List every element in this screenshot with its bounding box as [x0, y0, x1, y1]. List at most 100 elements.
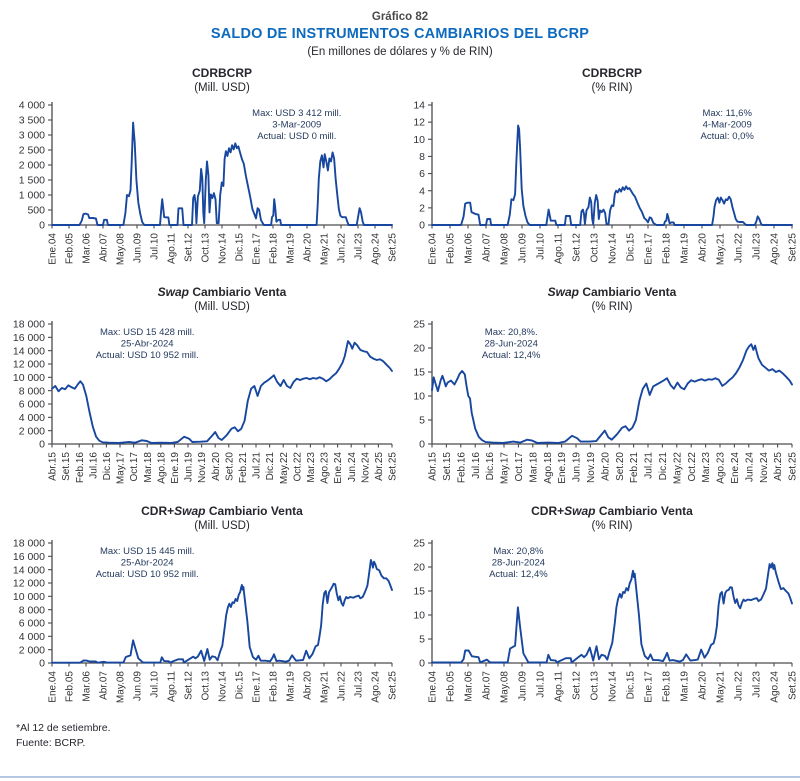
x-tick-label: Ago.11	[554, 671, 565, 702]
x-tick-label: Ene.17	[252, 671, 263, 703]
chart-title-part: CDR+	[531, 504, 565, 518]
x-tick-label: Jul.10	[150, 671, 161, 698]
chart-cdr-swap-rin: CDR+Swap Cambiario Venta (% RIN) 0 5 10 15 2…	[406, 504, 798, 717]
x-tick-label: Jun.09	[518, 233, 529, 263]
y-tick-label: 12 000	[13, 578, 45, 590]
y-tick-label: 4	[419, 185, 425, 197]
x-tick-label: Mar.18	[528, 452, 539, 483]
x-tick-label: Feb.18	[662, 671, 673, 703]
x-tick-label: Ene.04	[48, 233, 59, 265]
y-tick-label: 16 000	[13, 332, 45, 344]
x-tick-label: Ago.24	[770, 233, 781, 265]
y-tick-label: 3 000	[19, 130, 45, 142]
x-tick-label: Set.12	[184, 233, 195, 262]
x-tick-label: Feb.05	[65, 671, 76, 703]
chart-subtitle: (Mill. USD)	[194, 520, 250, 532]
annotation-line: 4-Mar-2009	[703, 120, 752, 131]
series-line	[51, 340, 393, 444]
x-tick-label: Ene.17	[644, 233, 655, 265]
bottom-rule	[0, 776, 800, 778]
chart-subtitle: (Mill. USD)	[194, 301, 250, 313]
x-tick-label: Set.25	[788, 452, 796, 481]
y-tick-label: 2 500	[19, 145, 45, 157]
x-tick-label: Oct.17	[514, 452, 525, 482]
y-tick-label: 2	[419, 202, 425, 214]
x-tick-label: Set.15	[442, 452, 453, 481]
x-tick-label: Mar.19	[286, 671, 297, 702]
chart-title-part: Swap	[174, 504, 206, 518]
chart-title: CDRBCRP	[52, 66, 392, 81]
x-tick-label: Nov.14	[218, 671, 229, 702]
y-tick-label: 6 000	[19, 399, 45, 411]
chart-head: CDRBCRP (Mill. USD)	[52, 66, 392, 95]
cdrbcrp-rin-plot: 0 2 4 6 8 10 12 14 Ene.04 Feb.05 Mar.06 Abr.07 May.0…	[413, 100, 796, 265]
chart-title: CDR+Swap Cambiario Venta	[432, 504, 792, 519]
x-tick-label: Dic.16	[485, 452, 496, 481]
figure-title: SALDO DE INSTRUMENTOS CAMBIARIOS DEL BCR…	[210, 26, 590, 42]
x-tick-label: Mar.23	[701, 452, 712, 483]
annotation-line: Max: 11,6%	[702, 108, 752, 119]
chart-subtitle: (% RIN)	[591, 301, 633, 313]
x-tick-label: Feb.16	[456, 452, 467, 484]
y-tick-label: 10	[413, 610, 425, 622]
x-tick-label: Ago.18	[543, 452, 554, 484]
x-tick-label: Mar.06	[82, 233, 93, 264]
chart-title-part: CDRBCRP	[192, 66, 252, 80]
x-tick-label: Jul.23	[354, 233, 365, 260]
chart-subtitle: (% RIN)	[591, 82, 633, 94]
x-tick-label: Nov.19	[197, 452, 208, 483]
y-tick-label: 0	[419, 658, 425, 670]
y-tick-label: 18 000	[13, 538, 45, 550]
y-tick-label: 4 000	[19, 100, 45, 112]
x-tick-label: Set.12	[572, 233, 583, 262]
x-tick-label: Set.12	[572, 671, 583, 700]
y-tick-label: 1 000	[19, 190, 45, 202]
figure-footer: *Al 12 de setiembre. Fuente: BCRP.	[16, 721, 800, 751]
x-tick-label: Feb.21	[629, 452, 640, 484]
x-tick-label: Jun.09	[133, 233, 144, 263]
chart-title-part: Swap	[157, 285, 189, 299]
chart-cdr-swap-usd: CDR+Swap Cambiario Venta (Mill. USD) 0 2 …	[6, 504, 398, 717]
y-tick-label: 25	[413, 319, 425, 331]
x-tick-label: May.17	[500, 452, 511, 484]
x-tick-label: Oct.13	[201, 671, 212, 701]
chart-title: Swap Cambiario Venta	[52, 285, 392, 300]
y-tick-label: 25	[413, 538, 425, 550]
x-tick-label: Ene.24	[333, 452, 344, 484]
y-tick-label: 10	[413, 391, 425, 403]
x-tick-label: Feb.18	[662, 233, 673, 265]
x-tick-label: Mar.19	[680, 671, 691, 702]
x-tick-label: Jul.16	[88, 452, 99, 479]
x-tick-label: Abr.07	[482, 671, 493, 700]
x-tick-label: Feb.05	[446, 671, 457, 703]
annotation-line: Actual: 12,4%	[489, 569, 548, 580]
x-tick-label: Ago.11	[554, 233, 565, 264]
x-tick-label: May.22	[672, 452, 683, 484]
x-tick-label: Nov.24	[759, 452, 770, 483]
cdr-swap-rin-plot: 0 5 10 15 20 25 Ene.04 Feb.05 Mar.06 Abr.07 May.08…	[413, 538, 796, 703]
x-tick-label: Mar.06	[464, 671, 475, 702]
annotation-line: 28-Jun-2024	[485, 339, 538, 350]
x-tick-label: Ene.17	[252, 233, 263, 265]
chart-title-part: CDRBCRP	[582, 66, 642, 80]
y-tick-label: 20	[413, 343, 425, 355]
x-tick-label: Ago.24	[371, 671, 382, 703]
annotation-line: Actual: 12,4%	[482, 350, 541, 361]
charts-grid: CDRBCRP (Mill. USD) 0 500 1 000 1 500 2 000 2…	[0, 66, 800, 717]
x-tick-label: Feb.05	[446, 233, 457, 265]
x-tick-label: Dic.15	[626, 233, 637, 262]
chart-title: Swap Cambiario Venta	[432, 285, 792, 300]
y-tick-label: 12 000	[13, 359, 45, 371]
x-tick-label: Abr.20	[211, 452, 222, 481]
chart-title-part: CDR+	[141, 504, 175, 518]
x-tick-label: Jul.21	[644, 452, 655, 479]
x-tick-label: Set.25	[388, 671, 396, 700]
y-tick-label: 14 000	[13, 564, 45, 576]
x-tick-label: Feb.21	[238, 452, 249, 484]
x-tick-label: Feb.16	[75, 452, 86, 484]
x-tick-label: May.08	[116, 671, 127, 703]
annotation-line: 28-Jun-2024	[492, 558, 545, 569]
y-tick-label: 0	[419, 439, 425, 451]
y-tick-label: 10 000	[13, 591, 45, 603]
figure-subtitle: (En millones de dólares y % de RIN)	[307, 46, 493, 58]
